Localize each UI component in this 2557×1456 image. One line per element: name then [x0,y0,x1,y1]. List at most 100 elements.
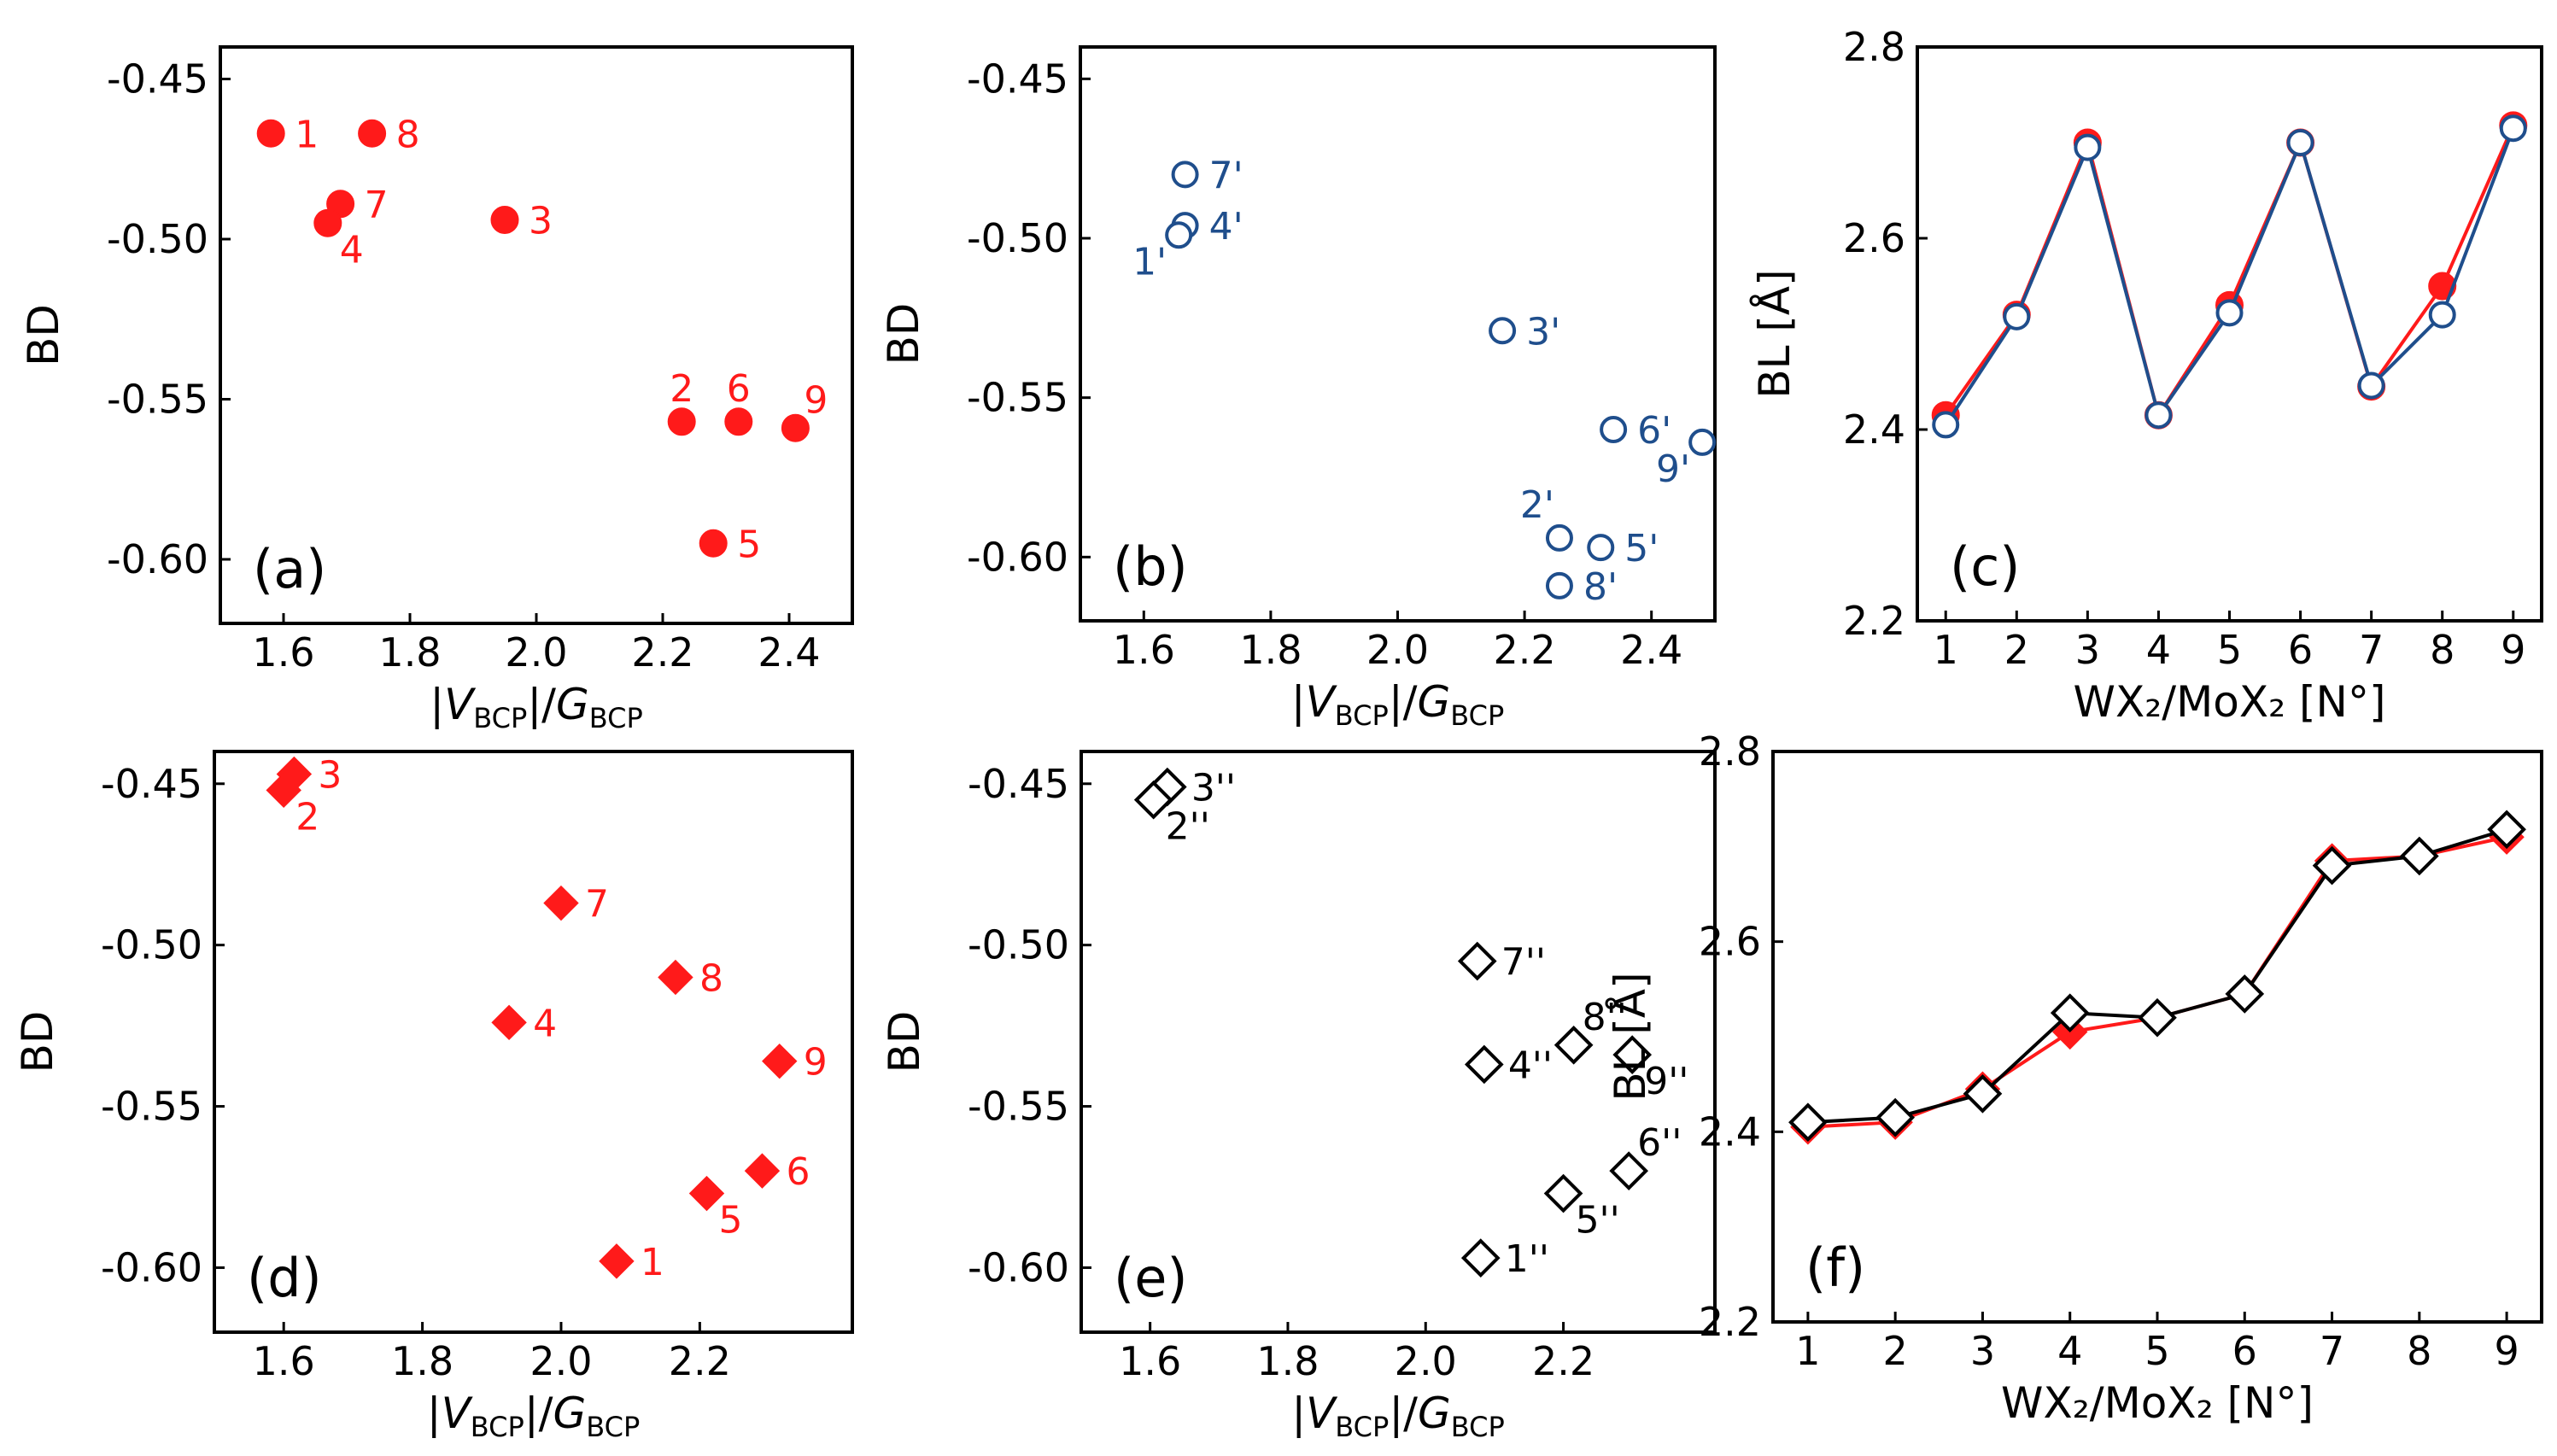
point-label: 6'' [1637,1121,1682,1165]
data-point-7': 7' [1171,154,1243,197]
point-marker [658,959,693,996]
panel-label: (e) [1114,1247,1188,1309]
chart-panel-f: 1 2 3 4 5 6 7 8 9 2.2 2.4 2.6 2.8 WX₂/MoX₂ [N°] BL [Å]… [1606,728,2543,1428]
data-point-2'': 2'' [1133,780,1210,849]
point-marker [1165,221,1193,249]
data-point-1: 1 [256,113,319,156]
point-marker [313,208,342,237]
point-label: 8 [396,113,420,156]
point-label: 3 [529,200,553,243]
y-axis-label: BD [13,1011,62,1073]
series-point [1875,1097,1916,1137]
point-marker [762,1043,798,1079]
y-axis-label: BD [879,303,928,365]
point-label: 2' [1520,483,1554,527]
series-point [2487,810,2526,850]
y-axis-label: BL [Å] [1606,972,1655,1101]
x-tick-label: 2.2 [669,1338,731,1384]
point-label: 5' [1624,527,1659,570]
x-tick-label: 1.6 [253,1338,315,1384]
point-label: 8'' [1583,996,1627,1039]
point-marker [491,1004,527,1041]
data-point-8'': 8'' [1554,996,1627,1065]
y-tick-label: 2.4 [1843,406,1905,453]
series-point [1963,1073,2003,1114]
x-axis-label: |VBCP|/GBCP [430,680,643,734]
series-point [1788,1102,1828,1143]
point-marker [358,119,387,148]
x-tick-label: 6 [2232,1328,2257,1374]
data-point-4: 4 [313,208,364,272]
y-tick-label: -0.50 [968,922,1069,968]
x-tick-label: 4 [2057,1328,2082,1374]
point-marker [1688,428,1717,456]
x-tick-label: 9 [2494,1328,2519,1374]
point-label: 4 [533,1002,557,1045]
chart-panel-e: 1.6 1.8 2.0 2.2 -0.45 -0.50 -0.55 -0.60 |VBCP|/G… [880,750,1717,1443]
series-line [1944,125,2515,420]
series-point [2399,836,2439,876]
point-marker [1464,1044,1504,1085]
point-marker [667,407,696,436]
point-marker [744,1153,781,1189]
x-tick-label: 5 [2144,1328,2169,1374]
point-marker [781,413,810,442]
series-point [2428,301,2456,329]
y-tick-label: 2.4 [1699,1108,1761,1155]
point-marker [699,529,728,558]
series-open [1788,810,2526,1143]
y-tick-label: -0.60 [101,1244,202,1290]
y-tick-label: -0.60 [968,1244,1069,1290]
data-point-3': 3' [1489,310,1560,354]
y-tick-label: -0.50 [967,215,1068,261]
data-point-5'': 5'' [1543,1173,1620,1243]
point-marker [724,407,753,436]
y-tick-label: -0.45 [107,56,208,102]
x-tick-label: 2.2 [1532,1338,1594,1384]
data-point-1': 1' [1132,221,1193,284]
point-marker [490,206,519,234]
point-marker [1612,1035,1653,1074]
series-line [1807,827,2507,1125]
point-label: 8 [699,956,723,1000]
series-point [2312,845,2352,886]
data-point-7'': 7'' [1457,941,1546,985]
x-tick-label: 1.6 [1113,627,1175,673]
x-tick-label: 7 [2320,1328,2344,1374]
panel-label: (b) [1113,535,1188,598]
series-point [2138,997,2177,1038]
x-tick-label: 2.0 [1395,1338,1457,1384]
point-label: 4 [340,228,364,272]
point-label: 6 [786,1150,810,1194]
x-tick-label: 4 [2146,627,2171,673]
point-label: 2'' [1166,805,1210,849]
x-tick-label: 3 [2075,627,2100,673]
series-point [2286,129,2314,156]
point-label: 8' [1583,565,1618,609]
point-label: 5 [737,523,761,566]
point-marker [1545,571,1573,599]
point-label: 9 [804,378,828,422]
point-label: 4' [1209,205,1243,249]
data-point-2: 2 [667,367,696,436]
point-label: 9' [1656,447,1690,491]
x-tick-label: 1.6 [1119,1338,1181,1384]
y-tick-label: -0.45 [101,761,202,807]
y-tick-label: 2.2 [1843,598,1905,644]
series-point [2357,371,2385,400]
series-filled [1931,111,2528,430]
y-tick-label: 2.6 [1699,919,1761,965]
x-tick-label: 2.2 [631,629,693,675]
x-tick-label: 6 [2288,627,2313,673]
y-tick-label: 2.6 [1843,215,1905,261]
point-label: 9 [804,1041,828,1085]
point-label: 1' [1132,240,1167,284]
x-tick-label: 8 [2407,1328,2431,1374]
data-point-9: 9 [762,1041,828,1085]
plot-frame [213,750,854,1334]
data-point-6: 6 [724,367,753,436]
point-label: 1'' [1505,1237,1549,1281]
point-marker [1457,941,1497,981]
y-tick-label: -0.55 [107,377,208,423]
